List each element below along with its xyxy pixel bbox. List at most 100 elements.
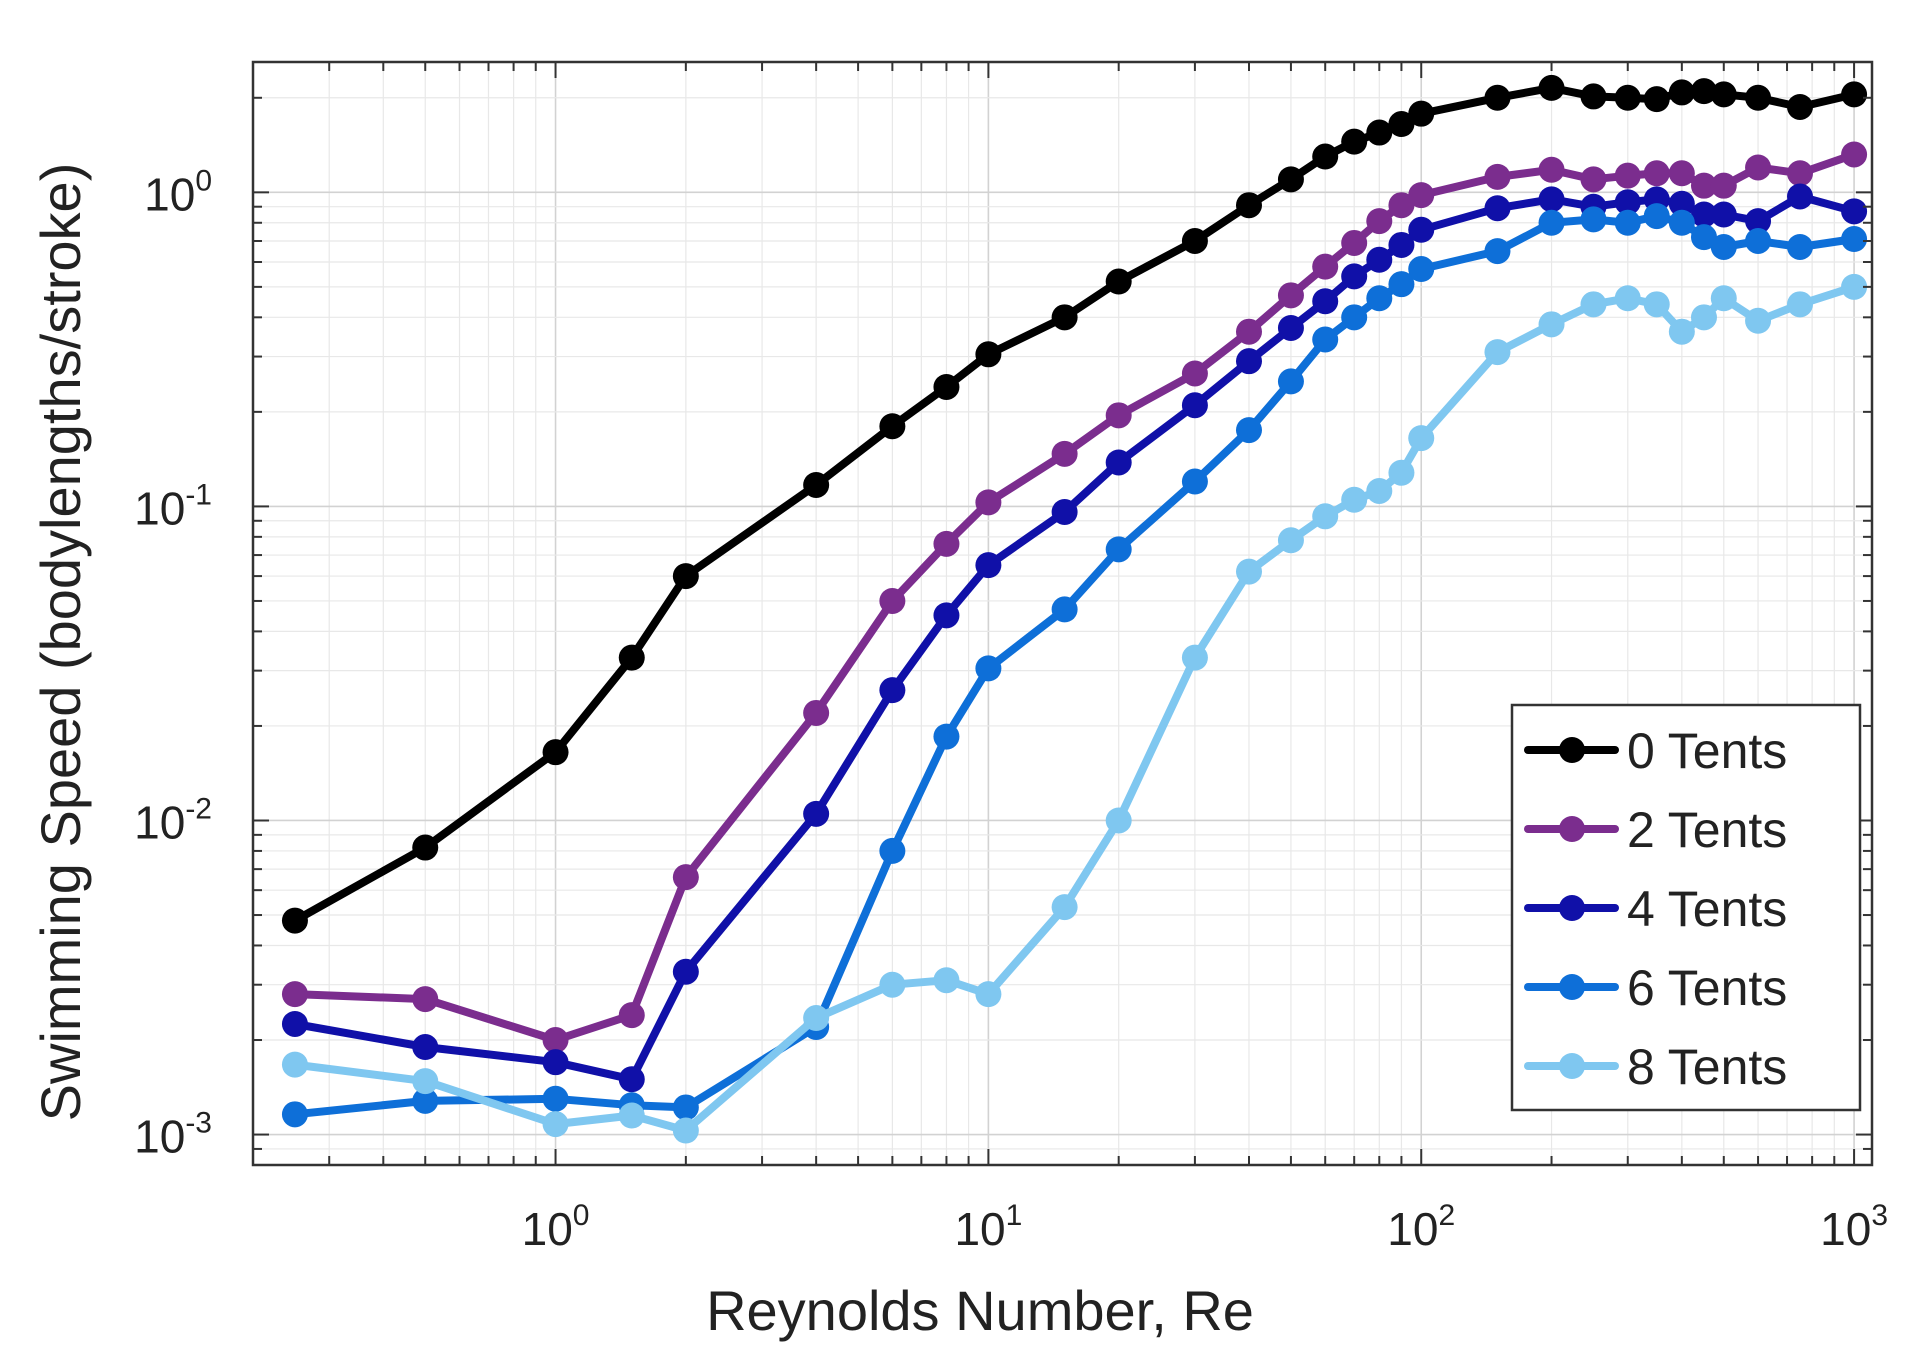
data-point [1690, 172, 1717, 199]
x-axis-label: Reynolds Number, Re [706, 1279, 1254, 1342]
data-point [412, 986, 439, 1013]
data-point [542, 1027, 569, 1054]
data-point [1105, 536, 1132, 563]
data-point [803, 1005, 830, 1032]
data-point [975, 655, 1002, 682]
data-point [1538, 209, 1565, 236]
legend-marker [1559, 816, 1585, 842]
data-point [1643, 203, 1670, 230]
legend-marker [1559, 737, 1585, 763]
data-point [1388, 192, 1415, 219]
data-point [1105, 402, 1132, 429]
data-point [1408, 182, 1435, 209]
axes-frame [251, 60, 1874, 1167]
y-tick-label: 10-2 [134, 792, 212, 848]
data-point [1614, 209, 1641, 236]
data-point [1277, 282, 1304, 309]
data-point [1366, 208, 1393, 235]
data-point [1051, 894, 1078, 921]
data-point [1277, 368, 1304, 395]
data-point [1787, 93, 1814, 120]
data-point [1235, 318, 1262, 345]
data-point [1051, 596, 1078, 623]
data-point [1841, 141, 1868, 168]
y-tick-label: 100 [144, 164, 212, 220]
data-point [1366, 119, 1393, 146]
legend-item: 2 Tents [1524, 802, 1787, 858]
data-point [618, 1102, 645, 1129]
data-point [1614, 162, 1641, 189]
data-point [1668, 209, 1695, 236]
data-point [1745, 227, 1772, 254]
data-point [1710, 285, 1737, 312]
legend-marker [1559, 895, 1585, 921]
data-point [1484, 84, 1511, 111]
data-point [672, 1094, 699, 1121]
legend-label: 6 Tents [1627, 960, 1787, 1016]
data-point [281, 1051, 308, 1078]
x-tick-label: 103 [1820, 1199, 1888, 1255]
data-point [1841, 273, 1868, 300]
y-axis-label: Swimming Speed (bodylengths/stroke) [29, 163, 92, 1122]
data-point [1787, 233, 1814, 260]
data-point [1408, 100, 1435, 127]
data-point [1341, 263, 1368, 290]
data-point [1787, 291, 1814, 318]
data-point [879, 413, 906, 440]
legend-item: 4 Tents [1524, 881, 1787, 937]
data-point [1051, 304, 1078, 331]
data-point [1745, 307, 1772, 334]
data-point [1580, 83, 1607, 110]
data-point [1614, 84, 1641, 111]
data-point [1388, 459, 1415, 486]
series-4-tents [281, 183, 1868, 1093]
data-point [1484, 238, 1511, 265]
x-tick-label: 102 [1387, 1199, 1455, 1255]
data-point [1787, 160, 1814, 187]
legend-marker [1559, 974, 1585, 1000]
data-point [1388, 111, 1415, 138]
data-point [618, 1066, 645, 1093]
data-point [803, 471, 830, 498]
data-point [879, 587, 906, 614]
data-point [879, 971, 906, 998]
data-point [1580, 206, 1607, 233]
data-point [975, 489, 1002, 516]
data-point [542, 739, 569, 766]
legend-item: 6 Tents [1524, 960, 1787, 1016]
y-tick-label: 10-1 [134, 478, 212, 534]
data-point [1105, 449, 1132, 476]
data-point [1312, 503, 1339, 530]
data-point [1538, 311, 1565, 338]
data-point [1277, 527, 1304, 554]
data-point [1181, 227, 1208, 254]
data-point [933, 602, 960, 629]
data-point [1408, 256, 1435, 283]
data-point [1235, 417, 1262, 444]
data-point [933, 723, 960, 750]
data-point [879, 677, 906, 704]
data-point [1341, 304, 1368, 331]
data-point [1235, 348, 1262, 375]
data-point [803, 699, 830, 726]
data-point [1690, 304, 1717, 331]
data-point [1710, 201, 1737, 228]
data-point [1538, 186, 1565, 213]
data-point [1181, 644, 1208, 671]
data-point [618, 644, 645, 671]
data-point [1366, 477, 1393, 504]
data-point [1538, 74, 1565, 101]
data-point [542, 1111, 569, 1138]
x-tick-label: 100 [522, 1199, 590, 1255]
data-point [672, 958, 699, 985]
data-point [1710, 172, 1737, 199]
data-point [1341, 486, 1368, 513]
data-point [803, 800, 830, 827]
data-point [1366, 285, 1393, 312]
legend-label: 2 Tents [1627, 802, 1787, 858]
data-point [1484, 339, 1511, 366]
data-point [1277, 166, 1304, 193]
data-point [1341, 128, 1368, 155]
data-point [1745, 154, 1772, 181]
data-point [1181, 360, 1208, 387]
